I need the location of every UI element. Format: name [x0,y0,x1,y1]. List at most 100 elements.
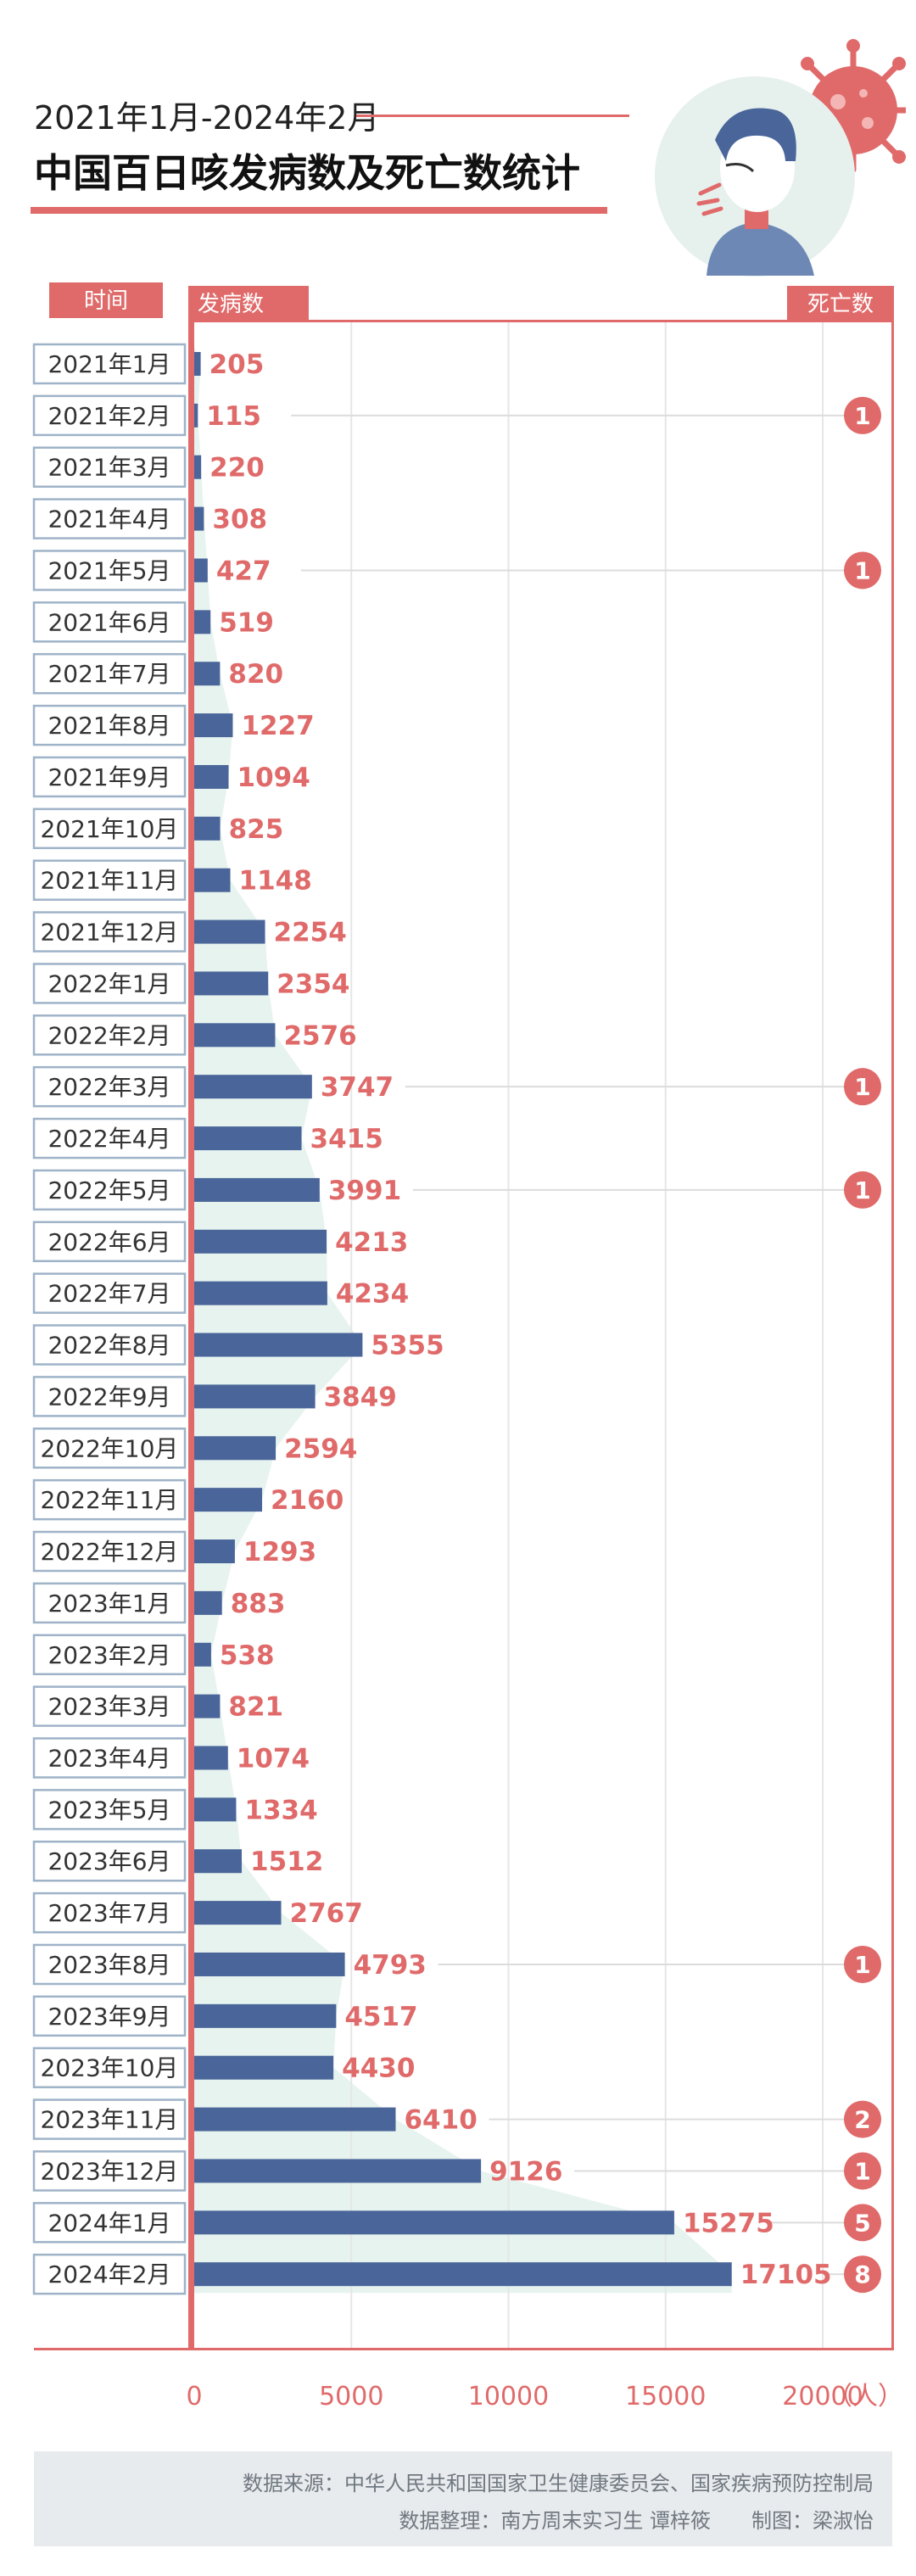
cases-value-label: 3415 [310,1124,383,1154]
death-count-label: 1 [854,1176,870,1204]
cases-bar [194,558,208,583]
month-label: 2024年2月 [47,2260,170,2288]
month-label: 2023年9月 [47,2003,170,2031]
cases-value-label: 883 [231,1589,286,1619]
month-label: 2023年5月 [47,1796,170,1824]
month-label-box [32,1634,187,1675]
month-label-box [32,756,187,798]
time-header-label: 时间 [84,288,128,314]
death-count-marker [844,551,881,590]
month-label: 2022年5月 [47,1176,170,1204]
cases-bar [194,1384,316,1409]
cases-value-label: 1293 [243,1537,316,1567]
month-label: 2024年1月 [47,2209,170,2237]
death-count-label: 1 [854,402,870,430]
month-label: 2022年7月 [47,1280,170,1308]
month-label: 2023年6月 [47,1847,170,1875]
title-rule [31,207,607,214]
cases-bar [194,610,211,634]
cases-bar [194,868,231,892]
cases-bar [194,2159,482,2183]
month-label-box [32,1324,187,1366]
month-label-box [32,1117,187,1159]
month-label: 2022年3月 [47,1073,170,1101]
month-label-box [32,2150,187,2192]
month-label-box [32,1065,187,1108]
person-icon [655,76,855,277]
month-label-box [32,1840,187,1882]
month-label-box [32,601,187,643]
death-count-marker [844,1171,881,1209]
cases-bar [194,1952,345,1976]
cases-bar [194,971,269,996]
death-count-marker [844,2100,881,2138]
cases-bar [194,352,201,376]
month-label: 2021年4月 [47,506,170,534]
cases-bar [194,662,221,686]
month-label-box [32,1943,187,1986]
cases-value-label: 1227 [241,711,314,741]
month-label: 2022年11月 [41,1486,179,1514]
cases-bar [194,1590,222,1615]
cases-bar [194,1901,282,1925]
cases-bar [194,1488,263,1512]
death-count-label: 1 [854,556,870,584]
month-label-box [32,1685,187,1727]
month-label: 2021年11月 [41,867,179,895]
month-label-box [32,807,187,850]
cases-bar [194,2107,396,2132]
cases-bar [194,919,265,944]
month-label: 2022年10月 [41,1434,179,1462]
death-count-marker [844,2255,881,2294]
cases-value-label: 4517 [344,2002,417,2032]
month-label-box [32,1995,187,2037]
cases-value-label: 2594 [284,1433,357,1464]
month-label-box [32,394,187,437]
month-label: 2022年8月 [47,1332,170,1360]
cases-value-label: 4793 [354,1950,427,1981]
cases-bar [194,2003,337,2028]
cases-value-label: 3747 [321,1072,394,1103]
cases-value-label: 821 [228,1692,283,1723]
death-count-marker [844,1068,881,1106]
month-label: 2023年1月 [47,1590,170,1618]
bottom-frame-line [34,2348,894,2350]
cases-bar [194,2055,334,2080]
cases-value-label: 427 [216,556,271,586]
cases-bar [194,1333,363,1357]
month-label-box [32,550,187,591]
data-source-line: 数据来源：中华人民共和国国家卫生健康委员会、国家疾病预防控制局 [243,2472,874,2495]
cases-bar [194,455,202,479]
cases-value-label: 5355 [371,1331,444,1361]
cases-bar [194,1436,276,1461]
cases-header-label: 发病数 [198,292,264,317]
cases-bar [194,2262,732,2287]
month-label-box [32,446,187,488]
page-title: 中国百日咳发病数及死亡数统计 [34,150,580,196]
cases-bar [194,764,229,789]
month-label: 2021年7月 [47,660,170,688]
cases-bar [194,1797,237,1822]
cases-bar [194,1694,221,1718]
death-count-label: 1 [854,2157,870,2185]
x-tick-label: 15000 [625,2382,706,2411]
month-label-box [32,1428,187,1469]
death-count-marker [844,2204,881,2242]
month-label-box [32,1221,187,1263]
right-frame-line [891,320,894,2350]
month-label: 2023年4月 [47,1744,170,1772]
month-label-box [32,1169,187,1211]
cases-value-label: 3849 [324,1382,397,1412]
cases-value-label: 4213 [335,1227,408,1258]
y-axis-line [188,320,194,2350]
month-label: 2021年6月 [47,608,170,636]
month-label-box [32,1376,187,1417]
cases-value-label: 538 [220,1640,275,1671]
cases-value-label: 2160 [271,1485,344,1516]
cases-value-label: 1148 [239,866,312,897]
subtitle: 2021年1月-2024年2月 [34,99,380,137]
month-label-box [32,343,187,385]
cases-bar [194,1075,312,1099]
cases-value-label: 3991 [328,1176,401,1206]
